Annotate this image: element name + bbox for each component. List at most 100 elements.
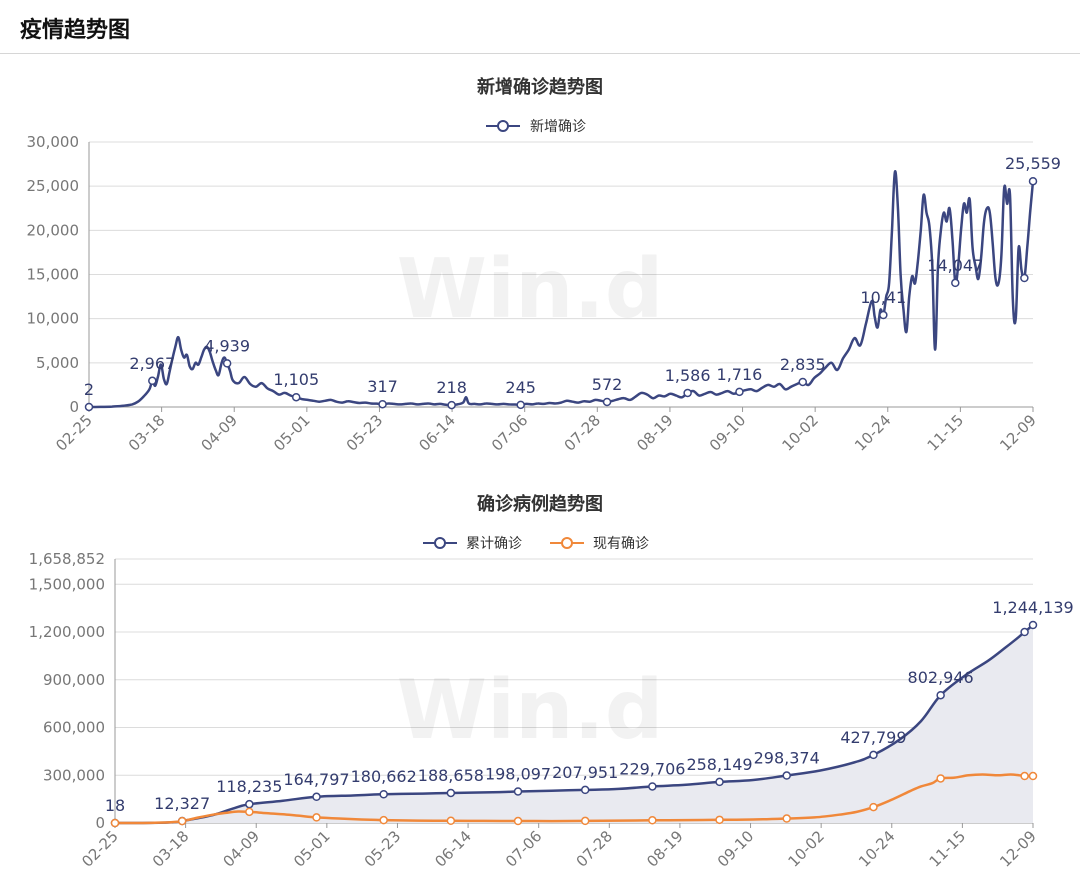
data-point [312, 813, 321, 822]
cumulative-cases-chart: 确诊病例趋势图 累计确诊 现有确诊 0 300,000 600,000 900,000… [29, 493, 1074, 871]
data-label: 245 [505, 378, 536, 397]
y-tick-label: 25,000 [27, 177, 80, 195]
x-tick-label: 07-28 [573, 827, 617, 871]
x-tick-label: 10-02 [778, 411, 822, 455]
data-label: 317 [367, 377, 398, 396]
x-tick-label: 05-23 [361, 827, 405, 871]
page-header: 疫情趋势图 [0, 0, 1080, 54]
y-tick-label: 5,000 [36, 354, 79, 372]
legend[interactable]: 累计确诊 现有确诊 [423, 536, 649, 552]
x-tick-label: 02-25 [52, 411, 96, 455]
data-point [869, 750, 878, 760]
data-label: 198,097 [485, 764, 551, 783]
data-point [222, 359, 232, 368]
legend-marker-icon [497, 120, 509, 132]
data-point [447, 400, 456, 410]
x-tick-label: 09-10 [706, 411, 750, 455]
data-point [245, 807, 254, 817]
x-tick-label: 11-15 [926, 827, 970, 871]
data-point [798, 377, 808, 387]
data-label: 298,374 [754, 749, 820, 768]
y-tick-label: 1,658,852 [29, 550, 105, 568]
data-label: 1,244,139 [992, 598, 1073, 617]
data-point [715, 815, 724, 825]
series-line [114, 624, 1034, 825]
data-point [602, 397, 612, 407]
legend-item-cumulative[interactable]: 累计确诊 [466, 536, 522, 552]
data-point [1028, 176, 1038, 186]
data-point [648, 816, 657, 825]
legend-marker-icon [561, 537, 573, 549]
y-tick-label: 1,500,000 [29, 575, 105, 593]
data-point [245, 799, 254, 809]
data-label: 1,105 [273, 370, 319, 389]
data-point [84, 402, 94, 412]
data-point [879, 310, 888, 320]
x-tick-label: 07-28 [561, 411, 605, 455]
x-tick-label: 10-24 [855, 827, 899, 871]
x-tick-label: 09-10 [714, 827, 758, 871]
data-label: 188,658 [418, 766, 484, 785]
data-point [735, 387, 744, 397]
x-tick-label: 05-23 [343, 411, 387, 455]
x-tick-label: 12-09 [996, 827, 1040, 871]
data-point [1020, 273, 1029, 283]
data-label: 427,799 [840, 728, 906, 747]
data-point [291, 392, 301, 402]
data-label: 2,967 [129, 354, 175, 373]
x-tick-label: 03-18 [125, 411, 169, 455]
x-tick-label: 10-02 [784, 827, 828, 871]
data-label: 2 [84, 380, 94, 399]
x-tick-label: 10-24 [851, 411, 895, 455]
data-label: 118,235 [216, 777, 282, 796]
data-point [177, 816, 187, 826]
x-tick-label: 03-18 [149, 827, 193, 871]
y-tick-label: 900,000 [43, 671, 105, 689]
y-tick-label: 300,000 [43, 766, 105, 784]
data-point [379, 815, 388, 825]
data-label: 18 [105, 796, 125, 815]
y-tick-label: 10,000 [27, 310, 80, 328]
data-label: 207,951 [552, 763, 618, 782]
data-label: 258,149 [686, 755, 752, 774]
data-label: 802,946 [908, 668, 974, 687]
y-tick-label: 0 [69, 398, 79, 416]
legend[interactable]: 新增确诊 [486, 119, 586, 135]
watermark: Win.d [397, 242, 664, 337]
x-tick-label: 04-09 [198, 411, 242, 455]
x-tick-label: 08-19 [643, 827, 687, 871]
data-point [869, 802, 878, 812]
data-label: 1,586 [665, 366, 711, 385]
data-point [516, 400, 525, 410]
x-tick-label: 11-15 [924, 411, 968, 455]
y-tick-label: 1,200,000 [29, 623, 105, 641]
y-tick-label: 20,000 [27, 221, 80, 239]
x-tick-label: 06-14 [415, 411, 459, 455]
data-label: 218 [436, 378, 467, 397]
data-label: 4,939 [204, 336, 250, 355]
data-label: 10,41 [860, 288, 906, 307]
data-point [446, 816, 456, 826]
x-tick-label: 05-01 [270, 411, 314, 455]
data-label: 2,835 [780, 355, 826, 374]
data-label: 12,327 [154, 794, 210, 813]
data-point [951, 278, 960, 288]
data-label: 229,706 [619, 759, 685, 778]
data-point [782, 814, 791, 823]
data-point [379, 789, 388, 799]
data-point [312, 792, 321, 802]
x-tick-label: 04-09 [220, 827, 264, 871]
data-point [580, 785, 590, 795]
data-point [1028, 620, 1038, 630]
data-point [446, 788, 456, 798]
data-point [936, 774, 945, 783]
x-tick-label: 08-19 [633, 411, 677, 455]
chart-title: 新增确诊趋势图 [477, 76, 603, 98]
data-point [715, 777, 724, 787]
data-point [148, 376, 157, 386]
legend-marker-icon [434, 537, 446, 549]
y-tick-label: 30,000 [27, 133, 80, 151]
data-label: 572 [592, 375, 623, 394]
legend-item-current[interactable]: 现有确诊 [593, 536, 649, 552]
legend-item-new-cases[interactable]: 新增确诊 [530, 119, 586, 135]
